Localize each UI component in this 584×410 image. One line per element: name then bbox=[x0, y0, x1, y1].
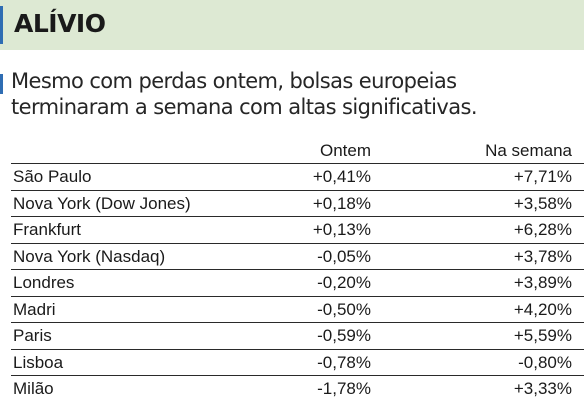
market-name: Milão bbox=[13, 379, 54, 398]
table-row: Madri -0,50% +4,20% bbox=[11, 297, 584, 323]
market-name: São Paulo bbox=[13, 167, 92, 186]
table-row: Milão -1,78% +3,33% bbox=[11, 376, 584, 403]
table-header-row: Ontem Na semana bbox=[11, 137, 584, 164]
table-row: Nova York (Nasdaq) -0,05% +3,78% bbox=[11, 244, 584, 270]
table-row: Paris -0,59% +5,59% bbox=[11, 323, 584, 350]
market-name: Paris bbox=[13, 326, 52, 345]
semana-value: +3,33% bbox=[513, 379, 572, 398]
ontem-value: +0,13% bbox=[312, 220, 371, 239]
semana-value: +7,71% bbox=[513, 167, 572, 186]
ontem-value: -1,78% bbox=[317, 379, 371, 398]
semana-value: +6,28% bbox=[513, 220, 572, 239]
ontem-value: -0,20% bbox=[317, 273, 371, 292]
semana-value: +4,20% bbox=[513, 299, 572, 319]
table-row: Nova York (Dow Jones) +0,18% +3,58% bbox=[11, 191, 584, 217]
semana-value: +3,78% bbox=[513, 246, 572, 266]
table-row: São Paulo +0,41% +7,71% bbox=[11, 164, 584, 191]
ontem-value: -0,78% bbox=[317, 352, 371, 372]
lede-line-2: terminaram a semana com altas significat… bbox=[11, 95, 478, 119]
market-name: Nova York (Nasdaq) bbox=[13, 246, 166, 266]
table-row: Lisboa -0,78% -0,80% bbox=[11, 350, 584, 376]
lede-line-1: Mesmo com perdas ontem, bolsas europeias bbox=[11, 69, 457, 93]
semana-value: +3,89% bbox=[513, 273, 572, 292]
column-header-semana: Na semana bbox=[485, 141, 572, 160]
column-header-ontem: Ontem bbox=[319, 141, 371, 160]
ontem-value: +0,18% bbox=[312, 193, 371, 213]
ontem-value: -0,59% bbox=[317, 326, 371, 345]
ontem-value: -0,05% bbox=[317, 246, 371, 266]
market-name: Londres bbox=[13, 273, 75, 292]
lede-accent-bar bbox=[0, 74, 3, 94]
ontem-value: -0,50% bbox=[317, 299, 371, 319]
header-accent-bar bbox=[0, 6, 3, 44]
ontem-value: +0,41% bbox=[312, 167, 371, 186]
table-row: Londres -0,20% +3,89% bbox=[11, 270, 584, 297]
header-band bbox=[0, 0, 584, 50]
market-name: Lisboa bbox=[13, 352, 64, 372]
market-name: Madri bbox=[13, 299, 56, 319]
market-name: Frankfurt bbox=[13, 220, 82, 239]
semana-value: -0,80% bbox=[518, 352, 572, 372]
lede-text: Mesmo com perdas ontem, bolsas europeias… bbox=[11, 68, 581, 120]
page-title: ALÍVIO bbox=[14, 9, 106, 38]
semana-value: +3,58% bbox=[513, 193, 572, 213]
semana-value: +5,59% bbox=[513, 326, 572, 345]
table-row: Frankfurt +0,13% +6,28% bbox=[11, 217, 584, 244]
market-name: Nova York (Dow Jones) bbox=[13, 193, 191, 213]
market-table: Ontem Na semana São Paulo +0,41% +7,71% … bbox=[11, 137, 584, 403]
